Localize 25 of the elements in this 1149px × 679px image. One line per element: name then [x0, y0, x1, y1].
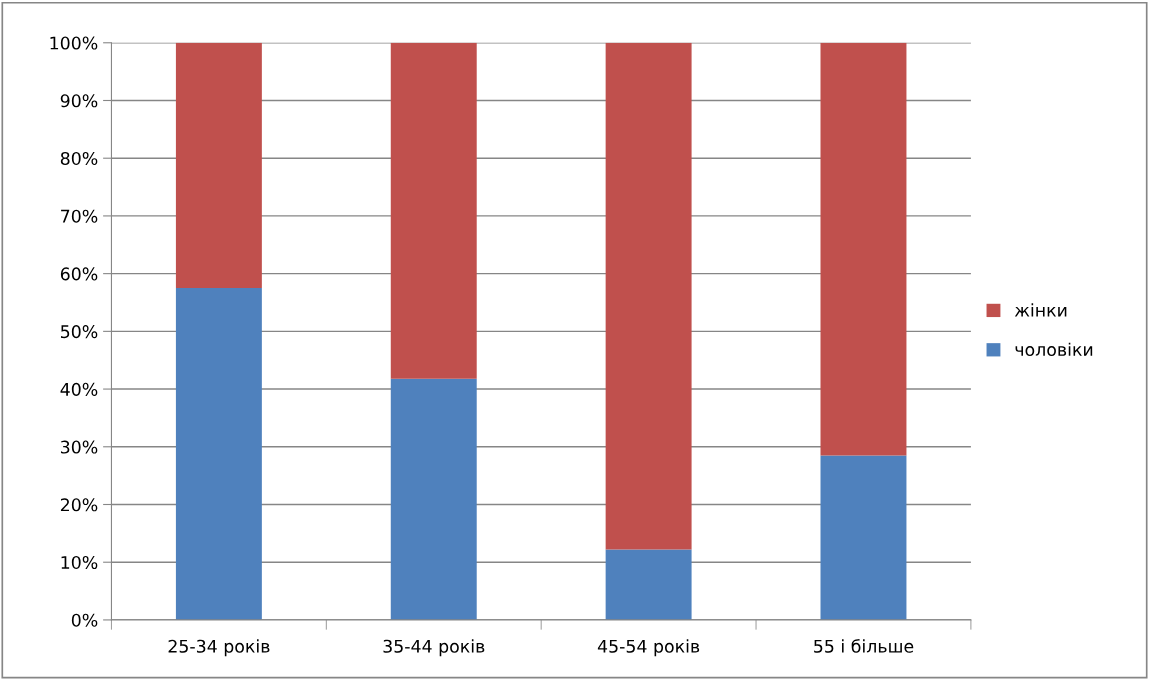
y-tick-label: 100%: [50, 36, 98, 50]
bar: [175, 288, 262, 620]
y-tick-label: 20%: [60, 498, 98, 512]
x-tick-label: 25-34 років: [168, 639, 270, 657]
bar: [390, 42, 477, 379]
y-tick-label: 50%: [61, 325, 98, 339]
legend-label: чоловіки: [1015, 342, 1093, 357]
bar: [820, 42, 907, 456]
y-tick-label: 0%: [71, 613, 98, 627]
y-tick-label: 30%: [60, 440, 98, 454]
y-tick-label: 70%: [61, 209, 98, 223]
bar: [175, 42, 262, 289]
legend-label: жінки: [1014, 303, 1067, 317]
x-tick-label: 45-54 років: [597, 639, 700, 657]
x-tick-label: 55 і більше: [814, 639, 914, 653]
y-tick-label: 10%: [61, 555, 98, 570]
bar: [820, 455, 907, 620]
x-tick-label: 35-44 років: [383, 639, 485, 657]
y-tick-label: 40%: [60, 382, 98, 396]
bar: [605, 42, 692, 550]
y-tick-label: 60%: [60, 267, 98, 281]
bar: [390, 378, 477, 620]
y-tick-label: 80%: [60, 151, 98, 166]
bar: [605, 549, 692, 620]
y-tick-label: 90%: [60, 94, 98, 108]
